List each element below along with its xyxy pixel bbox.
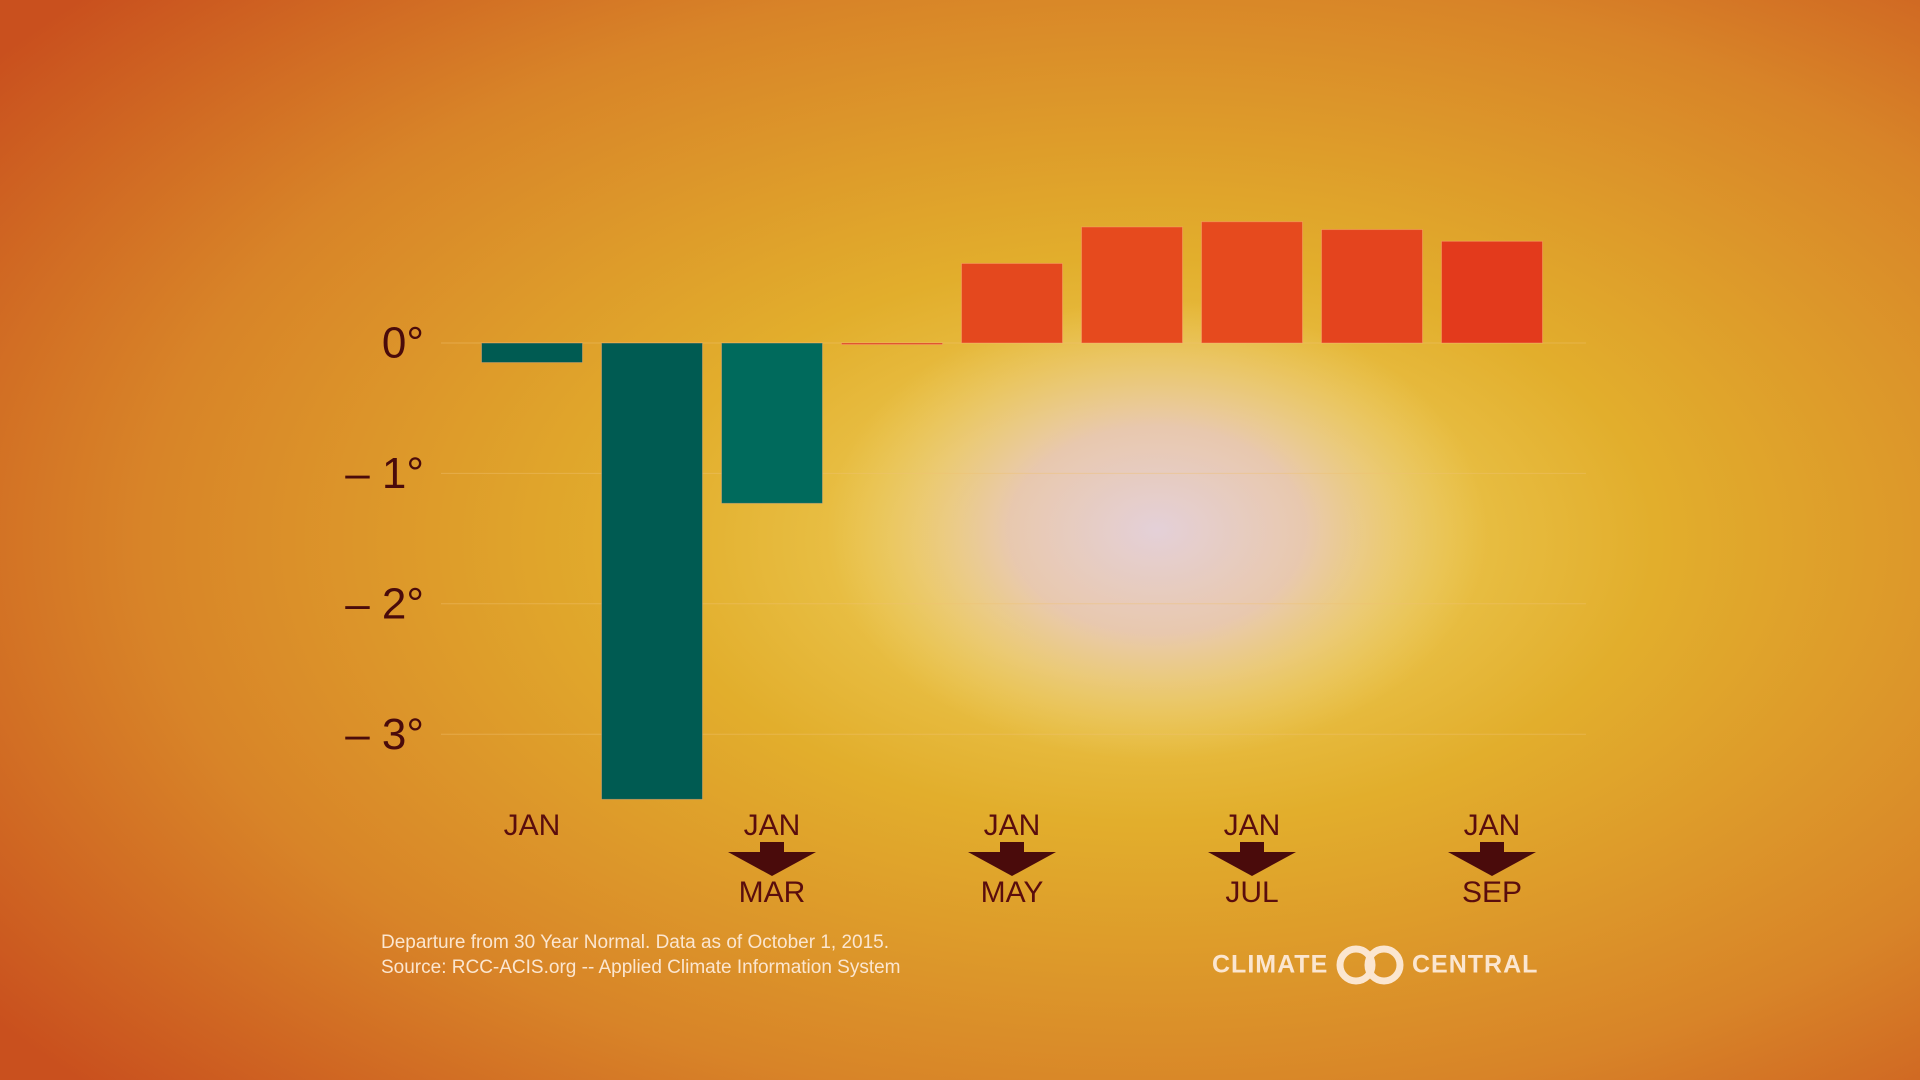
bar bbox=[601, 342, 703, 800]
bar bbox=[1201, 221, 1303, 344]
logo-text: CENTRAL bbox=[1412, 951, 1538, 979]
note: Departure from 30 Year Normal. Data as o… bbox=[381, 932, 889, 953]
arrow bbox=[728, 842, 816, 876]
bar bbox=[1321, 229, 1423, 344]
arrow bbox=[968, 842, 1056, 876]
bar bbox=[721, 342, 823, 504]
logo-icon bbox=[1364, 945, 1404, 985]
bar bbox=[481, 342, 583, 364]
bar bbox=[1081, 226, 1183, 344]
y-tick-label: – 3° bbox=[345, 710, 424, 759]
x-tick-label: JAN bbox=[1464, 809, 1521, 842]
sun-glow bbox=[827, 300, 1487, 760]
arrows bbox=[728, 842, 1536, 876]
y-tick-label: – 2° bbox=[345, 579, 424, 628]
note: Source: RCC-ACIS.org -- Applied Climate … bbox=[381, 957, 901, 978]
x-tick-label: JAN bbox=[504, 809, 561, 842]
arrow bbox=[1448, 842, 1536, 876]
x-tick-label: JAN bbox=[744, 809, 801, 842]
logo-icon bbox=[1336, 945, 1376, 985]
x-tick-label: JUL bbox=[1225, 876, 1278, 909]
x-tick-label: SEP bbox=[1462, 876, 1522, 909]
y-tick-label: 0° bbox=[382, 319, 424, 368]
y-tick-label: – 1° bbox=[345, 449, 424, 498]
x-tick-label: MAY bbox=[981, 876, 1044, 909]
x-tick-label: MAR bbox=[739, 876, 806, 909]
bar bbox=[841, 342, 943, 345]
x-tick-label: JAN bbox=[1224, 809, 1281, 842]
logo-text: CLIMATE bbox=[1212, 951, 1328, 979]
bar bbox=[1441, 240, 1543, 344]
arrow bbox=[1208, 842, 1296, 876]
bar bbox=[961, 262, 1063, 344]
x-tick-label: JAN bbox=[984, 809, 1041, 842]
